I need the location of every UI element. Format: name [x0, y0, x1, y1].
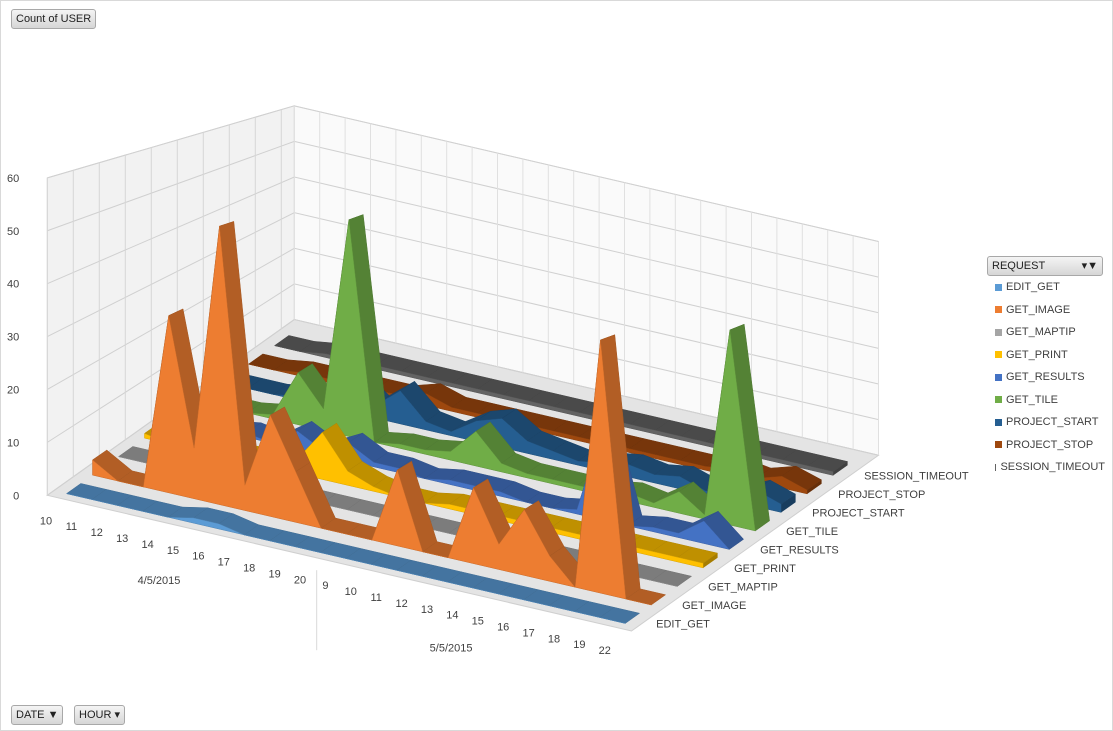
legend-item: PROJECT_STOP: [987, 434, 1105, 457]
legend-field-label: REQUEST: [992, 260, 1046, 272]
x-tick-label: 19: [573, 639, 585, 651]
legend-label: PROJECT_STOP: [1006, 438, 1094, 451]
legend-item: GET_MAPTIP: [987, 321, 1105, 344]
x-tick-label: 15: [472, 616, 484, 628]
series-axis-label: EDIT_GET: [656, 619, 710, 631]
legend-label: GET_TILE: [1006, 393, 1058, 406]
legend-swatch: [995, 463, 997, 471]
x-tick-label: 9: [322, 580, 328, 592]
legend-item: SESSION_TIMEOUT: [987, 456, 1105, 479]
area-get-image: [92, 226, 652, 606]
series-axis-label: SESSION_TIMEOUT: [864, 471, 969, 483]
area-end-cap: [781, 494, 796, 513]
x-tick-label: 13: [421, 604, 433, 616]
y-tick-label: 60: [7, 173, 19, 185]
x-tick-label: 15: [167, 545, 179, 557]
x-tick-label: 17: [218, 557, 230, 569]
legend-swatch: [995, 351, 1002, 359]
series-axis-label: PROJECT_STOP: [838, 489, 925, 501]
legend-label: SESSION_TIMEOUT: [1000, 461, 1105, 474]
x-tick-label: 10: [40, 515, 52, 527]
legend-swatch: [995, 441, 1002, 449]
legend-swatch: [995, 306, 1002, 314]
y-tick-label: 20: [7, 384, 19, 396]
area-end-cap: [703, 553, 718, 568]
dropdown-icon: ▾: [114, 709, 120, 721]
series-axis-label: GET_PRINT: [734, 563, 796, 575]
area-end-cap: [807, 479, 822, 494]
series-axis-label: GET_MAPTIP: [708, 582, 778, 594]
x-tick-label: 17: [522, 627, 534, 639]
x-tick-label: 10: [345, 586, 357, 598]
x-tick-label: 22: [599, 645, 611, 657]
x-tick-label: 11: [370, 592, 381, 604]
area-end-cap: [833, 461, 848, 476]
area-get-tile: [196, 219, 756, 532]
legend-label: GET_RESULTS: [1006, 371, 1085, 384]
legend-label: PROJECT_START: [1006, 416, 1099, 429]
filter-icon: ▼: [47, 709, 59, 721]
x-tick-label: 12: [395, 598, 407, 610]
values-field-button[interactable]: Count of USER: [11, 9, 97, 29]
legend-swatch: [995, 328, 1002, 336]
y-tick-label: 40: [7, 279, 19, 291]
legend-swatch: [995, 418, 1002, 426]
x-tick-label: 13: [116, 533, 128, 545]
legend-label: GET_PRINT: [1006, 348, 1068, 361]
x-tick-label: 11: [66, 521, 77, 533]
x-tick-label: 18: [548, 633, 560, 645]
x-tick-label: 18: [243, 562, 255, 574]
hour-label: HOUR: [79, 709, 112, 721]
legend-item: PROJECT_START: [987, 411, 1105, 434]
hour-field-button[interactable]: HOUR ▾: [74, 705, 125, 725]
legend-item: GET_IMAGE: [987, 299, 1105, 322]
y-tick-label: 50: [7, 226, 19, 238]
series-axis-label: GET_RESULTS: [760, 545, 839, 557]
series-axis-label: GET_IMAGE: [682, 600, 746, 612]
series-axis-label: PROJECT_START: [812, 508, 905, 520]
series-axis-label: GET_TILE: [786, 526, 838, 538]
filter-icon: ▾▼: [1081, 260, 1098, 272]
x-group-label: 4/5/2015: [138, 575, 181, 587]
date-filter-button[interactable]: DATE ▼: [11, 705, 64, 725]
legend-label: GET_MAPTIP: [1006, 326, 1076, 339]
legend-item: EDIT_GET: [987, 276, 1105, 299]
y-tick-label: 0: [13, 490, 19, 502]
request-filter-button[interactable]: REQUEST ▾▼: [987, 256, 1103, 276]
y-tick-label: 30: [7, 332, 19, 344]
x-tick-label: 19: [268, 568, 280, 580]
legend: REQUEST ▾▼ EDIT_GET GET_IMAGE GET_MAPTIP GE…: [987, 256, 1105, 479]
legend-label: GET_IMAGE: [1006, 303, 1071, 316]
y-tick-label: 10: [7, 437, 19, 449]
legend-item: GET_RESULTS: [987, 366, 1105, 389]
x-group-label: 5/5/2015: [430, 643, 473, 655]
x-tick-label: 16: [497, 621, 509, 633]
x-tick-label: 12: [91, 527, 103, 539]
date-label: DATE: [16, 709, 45, 721]
legend-item: GET_TILE: [987, 389, 1105, 412]
x-tick-label: 16: [192, 551, 204, 563]
legend-swatch: [995, 396, 1002, 404]
legend-swatch: [995, 283, 1002, 291]
area-edit-get: [66, 493, 626, 624]
x-tick-label: 14: [141, 539, 153, 551]
x-tick-label: 20: [294, 574, 306, 586]
legend-item: GET_PRINT: [987, 344, 1105, 367]
x-tick-label: 14: [446, 610, 458, 622]
legend-label: EDIT_GET: [1006, 281, 1060, 294]
legend-swatch: [995, 373, 1002, 381]
